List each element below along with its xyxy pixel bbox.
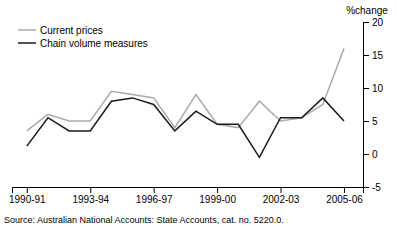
x-tick-label: 1999-00 (199, 194, 236, 205)
x-axis: 1990-91 1993-94 1996-97 1999-00 2002-03 2005-… (9, 187, 364, 205)
y-tick-mark (363, 88, 369, 89)
x-tick-mark (27, 187, 28, 193)
x-tick-label: 2005-06 (326, 194, 363, 205)
marks (27, 48, 344, 157)
y-tick-label: 10 (372, 83, 384, 94)
y-tick-label: 5 (372, 116, 378, 127)
x-tick-mark (90, 187, 91, 193)
y-tick-mark (363, 121, 369, 122)
y-tick: -5 (363, 182, 381, 193)
legend-item: Current prices (18, 25, 103, 36)
series-line (27, 98, 344, 157)
y-axis-line (364, 23, 370, 188)
x-tick: 1993-94 (72, 187, 109, 205)
y-tick: 0 (363, 149, 378, 160)
series-line (27, 48, 344, 130)
y-tick-mark (363, 55, 369, 56)
y-tick-mark (363, 187, 369, 188)
x-tick-label: 1990-91 (9, 194, 46, 205)
y-tick: 20 (363, 17, 384, 28)
legend: Current prices Chain volume measures (18, 25, 148, 49)
y-tick-mark (363, 154, 369, 155)
x-tick: 1996-97 (136, 187, 173, 205)
y-tick: 10 (363, 83, 384, 94)
x-axis-line (13, 188, 364, 194)
x-tick-label: 1996-97 (136, 194, 173, 205)
legend-swatch (18, 42, 36, 44)
y-tick: 5 (363, 116, 378, 127)
y-axis: -5 0 5 10 15 20 (363, 17, 384, 193)
plot-area: 1990-911993-941996-971999-002002-032005-… (9, 17, 384, 205)
y-tick-label: -5 (372, 182, 381, 193)
y-tick-label: 20 (372, 17, 384, 28)
x-tick: 1999-00 (199, 187, 236, 205)
x-tick-mark (217, 187, 218, 193)
x-tick-mark (154, 187, 155, 193)
legend-label: Chain volume measures (40, 38, 148, 49)
y-axis-label: %change (346, 5, 388, 16)
x-tick-mark (281, 187, 282, 193)
x-tick-mark (344, 187, 345, 193)
source-note: Source: Australian National Accounts: St… (4, 215, 284, 225)
y-tick-mark (363, 22, 369, 23)
x-tick-label: 2002-03 (263, 194, 300, 205)
legend-item: Chain volume measures (18, 38, 148, 49)
y-tick: 15 (363, 50, 384, 61)
chart: 1990-911993-941996-971999-002002-032005-… (0, 0, 397, 227)
x-tick: 1990-91 (9, 187, 46, 205)
y-tick-label: 0 (372, 149, 378, 160)
x-tick-label: 1993-94 (72, 194, 109, 205)
legend-swatch (18, 29, 36, 31)
x-tick: 2002-03 (263, 187, 300, 205)
legend-label: Current prices (40, 25, 103, 36)
x-tick: 2005-06 (326, 187, 363, 205)
y-tick-label: 15 (372, 50, 384, 61)
